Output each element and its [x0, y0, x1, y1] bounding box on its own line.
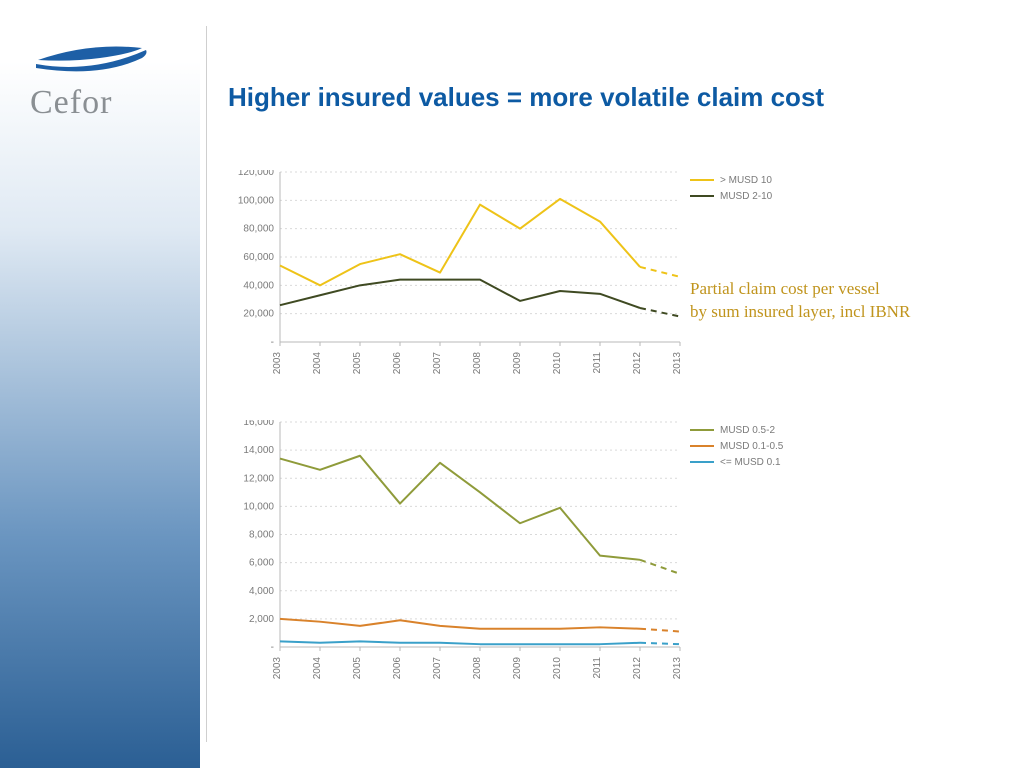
legend-item: > MUSD 10 — [690, 172, 772, 188]
svg-text:2005: 2005 — [352, 352, 363, 375]
legend-item: MUSD 2-10 — [690, 188, 772, 204]
svg-text:120,000: 120,000 — [238, 170, 275, 178]
svg-text:2008: 2008 — [472, 352, 483, 375]
legend-label: MUSD 0.1-0.5 — [720, 441, 783, 452]
legend-label: <= MUSD 0.1 — [720, 457, 781, 468]
svg-text:2006: 2006 — [392, 657, 403, 680]
svg-text:8,000: 8,000 — [249, 530, 274, 541]
svg-text:2012: 2012 — [632, 352, 643, 375]
svg-text:2,000: 2,000 — [249, 614, 274, 625]
svg-text:4,000: 4,000 — [249, 586, 274, 597]
svg-text:-: - — [271, 337, 274, 348]
legend-item: <= MUSD 0.1 — [690, 454, 783, 470]
svg-text:-: - — [271, 642, 274, 653]
svg-text:2004: 2004 — [312, 657, 323, 680]
svg-text:2013: 2013 — [672, 657, 683, 680]
legend-label: MUSD 2-10 — [720, 191, 772, 202]
svg-text:2007: 2007 — [432, 657, 443, 680]
svg-text:2009: 2009 — [512, 352, 523, 375]
chart-legend: MUSD 0.5-2 MUSD 0.1-0.5 <= MUSD 0.1 — [690, 422, 783, 470]
vertical-divider — [206, 26, 207, 742]
annotation-line2: by sum insured layer, incl IBNR — [690, 302, 910, 321]
legend-swatch-icon — [690, 195, 714, 197]
cefor-logo: Cefor — [30, 30, 170, 122]
logo-swoosh-icon — [30, 30, 150, 80]
chart-top: - 20,000 40,000 60,000 80,000 100,000 120,000 2… — [230, 170, 688, 382]
svg-text:2008: 2008 — [472, 657, 483, 680]
svg-text:2003: 2003 — [272, 657, 283, 680]
svg-text:2004: 2004 — [312, 352, 323, 375]
svg-text:2010: 2010 — [552, 352, 563, 375]
svg-text:2011: 2011 — [592, 657, 603, 679]
svg-text:16,000: 16,000 — [243, 420, 274, 428]
legend-label: > MUSD 10 — [720, 175, 772, 186]
svg-text:6,000: 6,000 — [249, 558, 274, 569]
svg-text:2007: 2007 — [432, 352, 443, 375]
legend-swatch-icon — [690, 461, 714, 463]
legend-label: MUSD 0.5-2 — [720, 425, 775, 436]
slide-page: Cefor Higher insured values = more volat… — [0, 0, 1024, 768]
legend-item: MUSD 0.1-0.5 — [690, 438, 783, 454]
svg-text:2013: 2013 — [672, 352, 683, 375]
logo-text: Cefor — [30, 84, 170, 122]
svg-text:10,000: 10,000 — [243, 501, 274, 512]
svg-text:12,000: 12,000 — [243, 473, 274, 484]
svg-text:14,000: 14,000 — [243, 445, 274, 456]
legend-swatch-icon — [690, 429, 714, 431]
svg-text:2012: 2012 — [632, 657, 643, 680]
svg-text:2005: 2005 — [352, 657, 363, 680]
svg-text:2003: 2003 — [272, 352, 283, 375]
chart-legend: > MUSD 10 MUSD 2-10 — [690, 172, 772, 204]
svg-text:2011: 2011 — [592, 352, 603, 374]
svg-text:2006: 2006 — [392, 352, 403, 375]
svg-text:40,000: 40,000 — [243, 280, 274, 291]
svg-text:60,000: 60,000 — [243, 252, 274, 263]
legend-swatch-icon — [690, 445, 714, 447]
annotation-text: Partial claim cost per vessel by sum ins… — [690, 278, 910, 324]
svg-text:2010: 2010 — [552, 657, 563, 680]
legend-swatch-icon — [690, 179, 714, 181]
slide-title: Higher insured values = more volatile cl… — [228, 82, 824, 113]
svg-text:2009: 2009 — [512, 657, 523, 680]
chart-bottom: - 2,000 4,000 6,000 8,000 10,000 12,000 14,000 1… — [230, 420, 688, 687]
svg-text:100,000: 100,000 — [238, 195, 275, 206]
annotation-line1: Partial claim cost per vessel — [690, 279, 880, 298]
svg-text:80,000: 80,000 — [243, 224, 274, 235]
legend-item: MUSD 0.5-2 — [690, 422, 783, 438]
svg-text:20,000: 20,000 — [243, 309, 274, 320]
